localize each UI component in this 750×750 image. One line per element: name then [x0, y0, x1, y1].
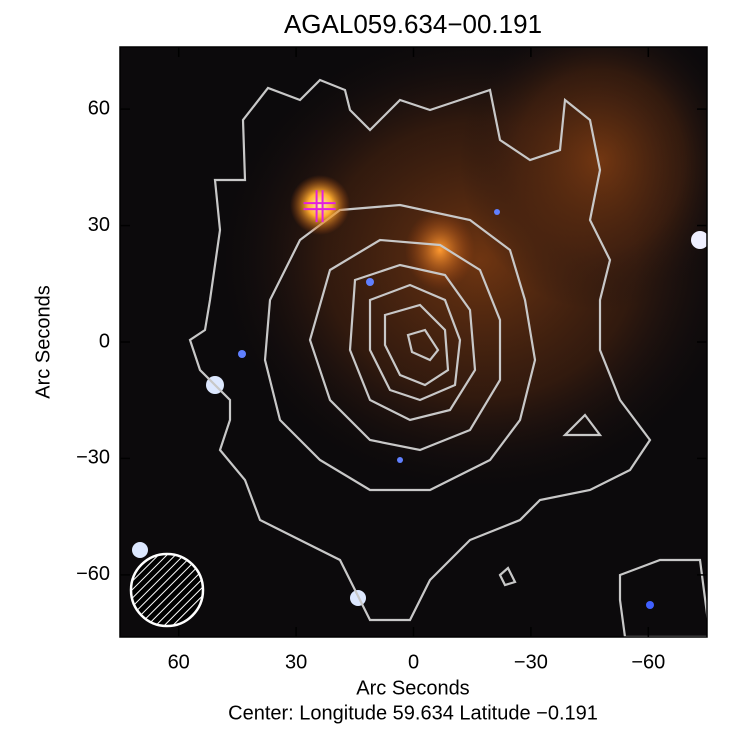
y-tick-label: 30 — [88, 214, 110, 236]
chart-title: AGAL059.634−00.191 — [284, 9, 542, 39]
x-tick-label: −60 — [631, 651, 665, 673]
x-tick-label: −30 — [514, 651, 548, 673]
y-tick-label: 0 — [99, 330, 110, 352]
x-tick-label: 60 — [168, 651, 190, 673]
x-tick-label: 0 — [408, 651, 419, 673]
x-tick-label: 30 — [285, 651, 307, 673]
y-axis-label: Arc Seconds — [32, 285, 54, 398]
y-tick-label: 60 — [88, 97, 110, 119]
y-tick-label: −60 — [76, 563, 110, 585]
x-axis-label: Arc Seconds — [356, 677, 469, 699]
y-tick-label: −30 — [76, 447, 110, 469]
footer: Center: Longitude 59.634 Latitude −0.191 — [228, 702, 598, 724]
image — [120, 47, 707, 637]
